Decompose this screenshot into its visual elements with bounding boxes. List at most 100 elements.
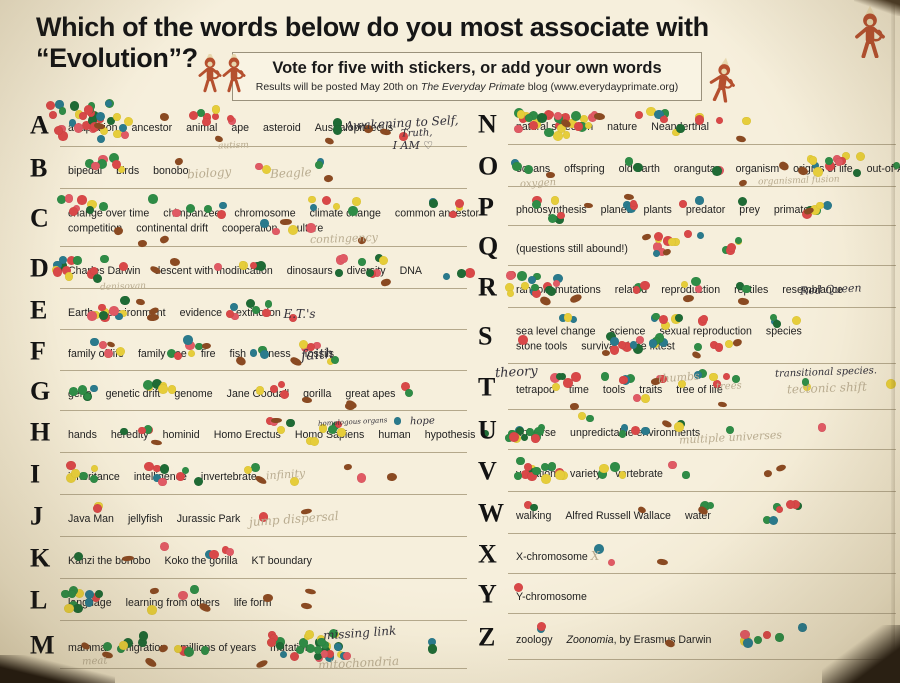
sticker-dot [667,460,677,470]
sticker-dot [633,393,642,403]
word-row-M: Mmammalmigrationmillions of yearsmutatio… [30,623,467,673]
sticker-dot [113,129,122,139]
sticker-dot [262,164,272,174]
sticker-dot [541,474,552,484]
sticker-dot [305,643,316,653]
handwritten-annotation: trees [715,380,743,393]
word-label: out-of-Africa [866,163,900,176]
row-underline [508,307,896,308]
word-label: stone tools [516,340,568,353]
sticker-dot [184,646,195,657]
sticker-dot [75,588,85,598]
word-label: walking [516,510,552,523]
sticker-dot [146,605,157,616]
sticker-dot [570,315,578,323]
sticker-dot [635,335,644,344]
row-words: zoology Zoonomia, by Erasmus Darwin [516,632,894,647]
word-label: chromosome [234,207,296,220]
word-label: genetic drift [105,388,161,401]
sticker-dot [586,414,594,423]
sticker-dot [48,110,58,120]
sticker-dot [65,472,76,483]
word-list-right: Nnatural selectionnatureNeanderthalOocea… [478,106,900,663]
sticker-dot [87,311,98,321]
row-letter-D: D [30,253,49,283]
word-label: plants [643,203,672,216]
sticker-dot [98,340,108,349]
blog-name: The Everyday Primate [420,81,525,93]
sticker-dot [289,652,299,662]
sticker-dot [372,268,381,277]
sticker-dot [116,347,126,356]
photo-corner-shadow [822,625,900,683]
handwritten-annotation: Truth, [401,127,434,140]
word-label: Homo Erectus [213,429,281,442]
sticker-dot [88,116,97,125]
photo-corner-shadow [0,655,115,683]
handwritten-annotation: contingency [309,230,378,247]
sticker-dot [621,341,632,352]
sticker-dot [648,339,657,348]
sticker-dot [661,321,671,331]
sticker-dot [599,463,609,473]
sticker-dot [513,582,523,593]
word-label: animal [186,122,218,135]
sticker-dot [65,460,76,471]
row-letter-Z: Z [478,622,496,652]
sticker-dot [321,641,330,650]
sticker-dot [102,641,113,652]
sticker-dot [652,242,662,252]
sticker-dot [288,313,297,322]
sticker-dot [74,110,84,119]
row-underline [60,329,467,330]
sticker-dot [187,350,196,358]
word-label: X-chromosome [516,551,588,564]
sticker-dot [574,122,583,131]
sticker-dot [305,630,314,639]
sticker-dot [559,372,567,380]
word-label: KT boundary [251,555,312,568]
row-underline [508,363,896,364]
sticker-dot [740,629,750,640]
sticker-dot [327,357,335,365]
sticker-dot [296,646,304,654]
sticker-dot [578,412,586,420]
sticker-dot [798,622,807,632]
sticker-dot [287,224,298,235]
row-letter-X: X [478,539,497,569]
handwritten-annotation: mitochondria [318,653,400,673]
row-underline [60,370,467,371]
sticker-dot [659,337,669,347]
sticker-dot [559,313,568,322]
sticker-dot [106,116,115,126]
sticker-dot [734,236,742,245]
word-label: change over time [68,207,150,220]
word-label: vertebrate [615,468,663,481]
sticker-dot [358,258,366,266]
sticker-dot [166,348,176,358]
sticker-dot [738,196,748,207]
sticker-dot [393,417,401,425]
sticker-dot [618,471,627,479]
sticker-dot [524,463,533,472]
sticker-dot [338,253,348,263]
sticker-dot [753,635,762,644]
sticker-dot [183,334,194,345]
sticker-dot [78,112,87,121]
sticker-dot [731,375,740,383]
sticker-dot [335,421,343,429]
row-underline [60,668,467,669]
sticker-dot [79,471,88,481]
sticker-dot [68,119,77,127]
info-box: Vote for five with stickers, or add your… [232,52,702,101]
sticker-dot [289,476,299,486]
sticker-dot [785,500,795,510]
sticker-dot [684,229,693,238]
handwritten-annotation: infinity [265,466,306,483]
sticker-dot [84,159,94,169]
sticker-dot [679,199,688,208]
sticker-dot [64,272,74,281]
sticker-dot [398,131,408,141]
sticker-dot [272,228,280,236]
